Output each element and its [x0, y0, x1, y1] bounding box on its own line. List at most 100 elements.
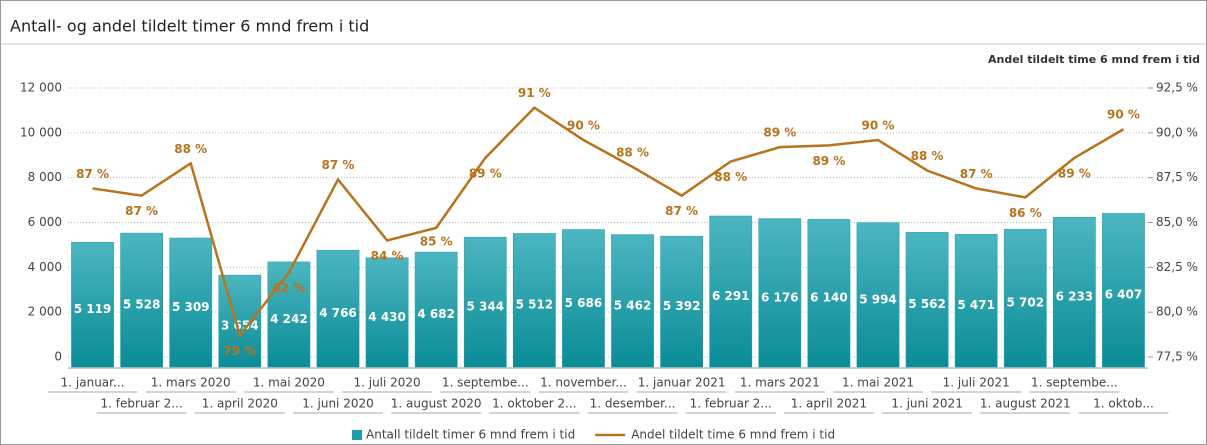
bar-value-label: 5 702: [1006, 296, 1044, 310]
bar-value-label: 5 462: [614, 298, 652, 312]
y2-tick-label: 92,5 %: [1156, 81, 1198, 95]
line-value-label: 84 %: [371, 249, 404, 263]
y2-tick-label: 85,0 %: [1156, 215, 1198, 229]
line: [92, 106, 1125, 339]
line-value-label: 88 %: [911, 149, 944, 163]
bar-value-label: 5 471: [957, 298, 995, 312]
bar-value-label: 5 512: [516, 298, 554, 312]
bar-value-label: 4 766: [319, 306, 357, 320]
legend-swatch: [352, 430, 362, 440]
bar: [71, 241, 114, 368]
line-value-label: 88 %: [714, 170, 747, 184]
legend-label: Andel tildelt time 6 mnd frem i tid: [631, 428, 835, 442]
bar: [120, 232, 163, 368]
line-value-label: 87 %: [960, 167, 993, 181]
line-value-label: 91 %: [518, 86, 551, 100]
y2-tick-label: 90,0 %: [1156, 125, 1198, 139]
bar: [1003, 228, 1047, 368]
x-tick-label: 1. juni 2021: [891, 397, 963, 411]
bar: [709, 215, 753, 368]
x-tick-label: 1. mars 2020: [151, 376, 231, 390]
line-value-label: 87 %: [665, 204, 698, 218]
bar: [513, 233, 556, 368]
legend-label: Antall tildelt timer 6 mnd frem i tid: [366, 428, 575, 442]
bar: [414, 251, 458, 368]
line-value-label: 88 %: [174, 142, 207, 156]
bar-value-label: 6 176: [761, 290, 799, 304]
y-tick-label: 10 000: [20, 125, 62, 139]
line-value-label: 82 %: [272, 281, 305, 295]
x-tick-label: 1. desember...: [590, 397, 676, 411]
y-tick-label: 0: [54, 350, 62, 364]
bar-value-label: 5 994: [859, 292, 897, 306]
bar-value-label: 5 528: [123, 298, 161, 312]
x-tick-label: 1. november...: [540, 376, 627, 390]
x-tick-label: 1. april 2020: [202, 397, 278, 411]
x-tick-label: 1. januar...: [61, 376, 125, 390]
x-tick-label: 1. mai 2021: [842, 376, 914, 390]
x-tick-label: 1. juli 2020: [353, 376, 420, 390]
bar-value-label: 6 407: [1105, 288, 1143, 302]
y-tick-label: 8 000: [28, 170, 62, 184]
bar: [562, 229, 605, 368]
x-tick-label: 1. januar 2021: [638, 376, 726, 390]
x-tick-label: 1. august 2020: [391, 397, 482, 411]
y2-tick-label: 87,5 %: [1156, 170, 1198, 184]
x-tick-label: 1. juni 2020: [302, 397, 374, 411]
y2-axis-title: Andel tildelt time 6 mnd frem i tid: [988, 53, 1200, 66]
bar-value-label: 5 119: [74, 302, 112, 316]
bar-value-label: 5 344: [466, 300, 504, 314]
x-tick-label: 1. oktob...: [1093, 397, 1154, 411]
bar: [905, 232, 949, 368]
x-tick-label: 1. februar 2...: [690, 397, 772, 411]
bar: [1053, 217, 1096, 368]
y-tick-label: 4 000: [28, 260, 62, 274]
bar-value-label: 6 233: [1056, 290, 1094, 304]
x-tick-label: 1. oktober 2...: [492, 397, 576, 411]
bar: [365, 257, 409, 368]
x-tick-label: 1. juli 2021: [943, 376, 1010, 390]
bar: [954, 234, 998, 368]
x-tick-label: 1. mai 2020: [253, 376, 325, 390]
y-tick-label: 12 000: [20, 81, 62, 95]
line-value-label: 87 %: [125, 204, 158, 218]
x-tick-label: 1. mars 2021: [740, 376, 820, 390]
line-value-label: 87 %: [76, 167, 109, 181]
y-tick-label: 6 000: [28, 215, 62, 229]
bar-value-label: 6 140: [810, 291, 848, 305]
bar-value-label: 5 392: [663, 299, 701, 313]
line-value-label: 79 %: [223, 344, 256, 358]
bar: [1102, 213, 1145, 368]
bar-value-label: 5 562: [908, 297, 946, 311]
line-value-label: 90 %: [1107, 108, 1140, 122]
x-tick-label: 1. april 2021: [791, 397, 867, 411]
bar-value-label: 4 682: [417, 307, 455, 321]
bar: [316, 249, 360, 368]
y-tick-label: 2 000: [28, 305, 62, 319]
line-value-label: 89 %: [469, 166, 502, 180]
line-value-label: 89 %: [763, 126, 796, 140]
bar: [169, 237, 213, 368]
line-value-label: 90 %: [862, 119, 895, 133]
line-value-label: 87 %: [322, 158, 355, 172]
bar: [267, 261, 311, 368]
line-value-label: 89 %: [1058, 166, 1091, 180]
bar: [807, 219, 851, 368]
x-tick-label: 1. august 2021: [980, 397, 1071, 411]
y2-tick-label: 77,5 %: [1156, 350, 1198, 364]
bar-value-label: 5 309: [172, 300, 210, 314]
bar: [463, 236, 507, 368]
bar: [758, 218, 802, 368]
x-tick-label: 1. septembe...: [442, 376, 529, 390]
line-value-label: 85 %: [420, 234, 453, 248]
line-value-label: 89 %: [812, 154, 845, 168]
bar-value-label: 4 430: [368, 310, 406, 324]
bar: [611, 234, 654, 368]
line-value-label: 90 %: [567, 119, 600, 133]
bar: [856, 222, 900, 368]
y2-tick-label: 82,5 %: [1156, 260, 1198, 274]
x-tick-label: 1. septembe...: [1031, 376, 1118, 390]
y2-tick-label: 80,0 %: [1156, 305, 1198, 319]
